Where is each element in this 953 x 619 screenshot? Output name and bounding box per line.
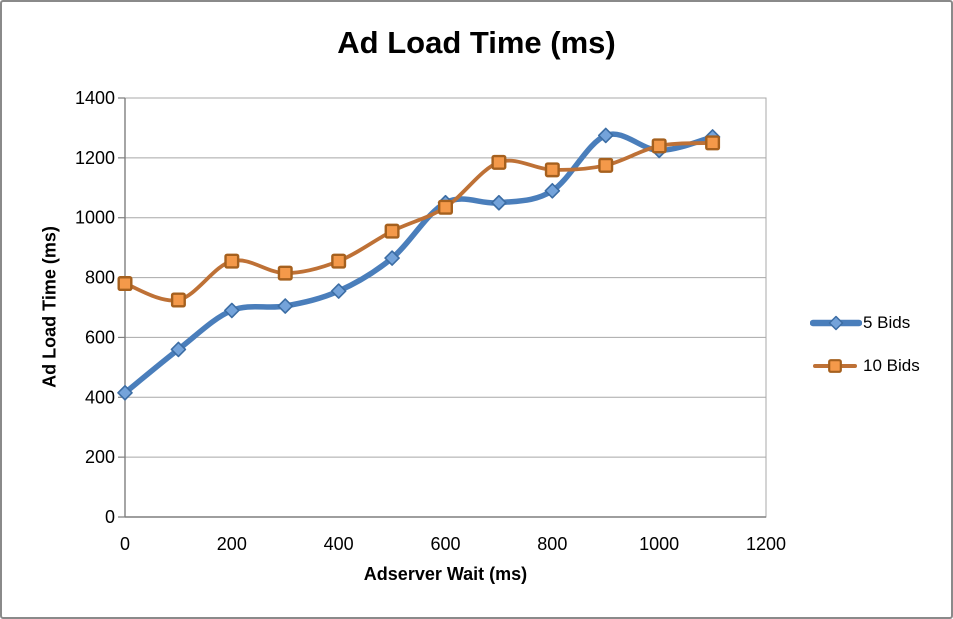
legend-label-10-bids: 10 Bids [863, 356, 920, 375]
marker-diamond-5-bids [277, 298, 294, 314]
series-line-10-bids [123, 141, 715, 303]
y-tick-label: 800 [85, 268, 115, 288]
y-tick-label: 1200 [75, 148, 115, 168]
legend-item-10-bids: 10 Bids [810, 355, 920, 377]
legend-item-5-bids: 5 Bids [810, 312, 920, 334]
y-tick-label: 1400 [75, 88, 115, 108]
x-tick-label: 400 [324, 534, 354, 554]
x-tick-label: 800 [537, 534, 567, 554]
y-tick-label: 600 [85, 327, 115, 347]
marker-square-10-bids [117, 276, 133, 292]
legend-marker-10-bids-icon [828, 359, 842, 373]
marker-diamond-5-bids [384, 250, 400, 266]
legend-key-5-bids [810, 315, 862, 331]
x-tick-label: 1200 [746, 534, 786, 554]
x-tick-label: 0 [120, 534, 130, 554]
marker-square-10-bids [438, 199, 454, 215]
y-tick-label: 0 [105, 507, 115, 527]
marker-diamond-5-bids [117, 384, 133, 401]
marker-diamond-5-bids [330, 283, 347, 299]
y-tick-label: 200 [85, 447, 115, 467]
chart-legend: 5 Bids 10 Bids [810, 312, 920, 398]
plot-border [124, 97, 767, 518]
marker-square-10-bids [224, 253, 240, 269]
marker-diamond-5-bids [491, 194, 507, 211]
marker-diamond-5-bids [170, 341, 187, 358]
marker-square-10-bids [651, 138, 667, 154]
marker-square-10-bids [277, 265, 293, 281]
marker-square-10-bids [598, 157, 614, 173]
x-tick-label: 1000 [639, 534, 679, 554]
marker-square-10-bids [705, 135, 721, 151]
marker-square-10-bids [170, 292, 186, 308]
marker-square-10-bids [384, 223, 400, 239]
legend-key-10-bids [813, 359, 857, 373]
y-tick-label: 400 [85, 387, 115, 407]
marker-square-10-bids [331, 253, 347, 269]
series-line-5-bids [122, 131, 716, 396]
legend-marker-5-bids-icon [828, 315, 844, 331]
x-tick-label: 200 [217, 534, 247, 554]
marker-square-10-bids [544, 162, 560, 178]
marker-square-10-bids [491, 154, 507, 170]
legend-label-5-bids: 5 Bids [863, 313, 911, 332]
y-tick-label: 1000 [75, 208, 115, 228]
marker-diamond-5-bids [224, 302, 240, 319]
marker-diamond-5-bids [597, 127, 614, 144]
x-axis-title: Adserver Wait (ms) [363, 564, 528, 584]
marker-diamond-5-bids [544, 182, 561, 199]
chart-title: Ad Load Time (ms) [337, 25, 616, 60]
x-tick-label: 600 [430, 534, 460, 554]
